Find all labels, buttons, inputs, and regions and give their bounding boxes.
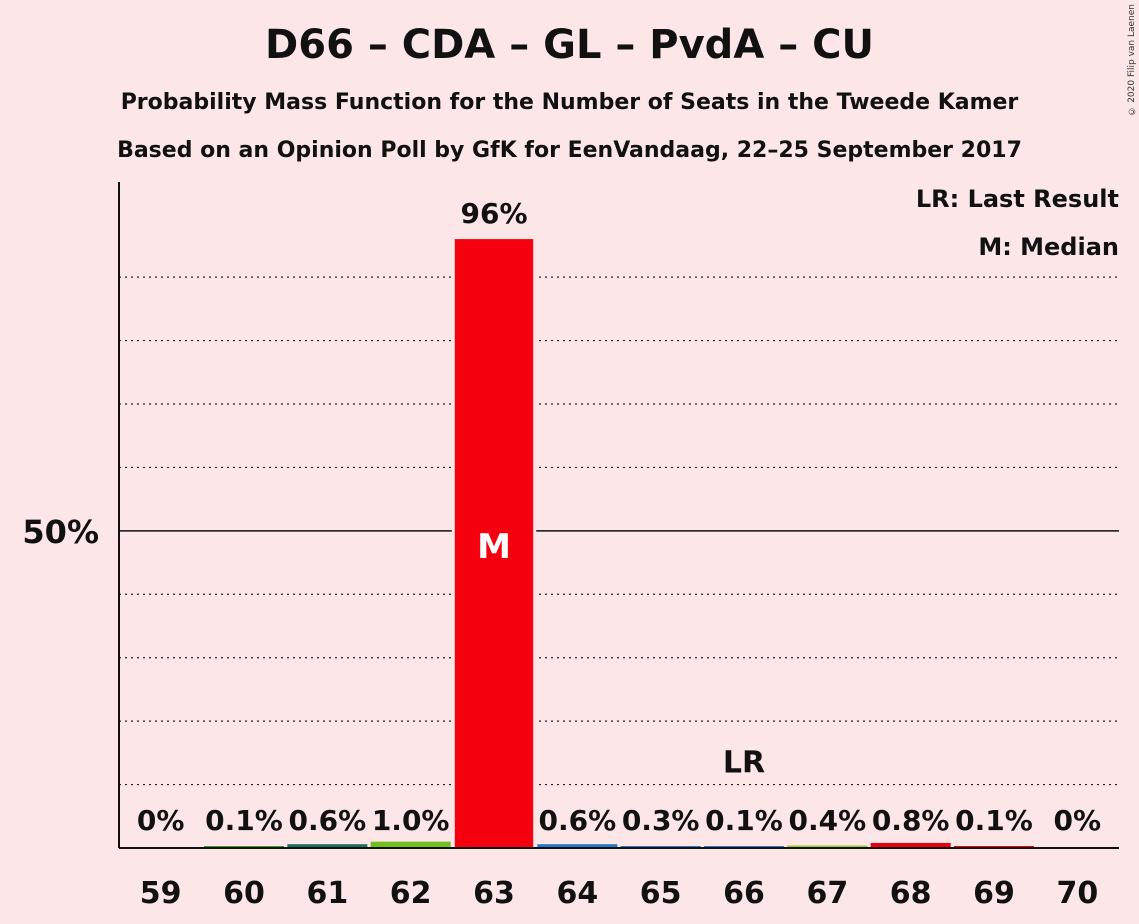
bar-63: [454, 239, 534, 849]
chart-subtitle: Probability Mass Function for the Number…: [120, 90, 1019, 115]
bar-value-label-66: 0.1%: [705, 804, 783, 837]
x-tick-label-68: 68: [890, 876, 932, 911]
x-tick-label-69: 69: [973, 876, 1015, 911]
x-tick-label-63: 63: [473, 876, 515, 911]
bar-value-label-63: 96%: [460, 197, 527, 230]
bar-value-label-68: 0.8%: [872, 804, 950, 837]
chart-subtitle-source: Based on an Opinion Poll by GfK for EenV…: [117, 138, 1022, 163]
bar-68: [870, 842, 951, 848]
bar-62: [370, 841, 451, 848]
bar-value-label-70: 0%: [1054, 804, 1102, 837]
bar-value-label-59: 0%: [137, 804, 185, 837]
chart-title: D66 – CDA – GL – PvdA – CU: [265, 22, 874, 68]
x-tick-label-61: 61: [306, 876, 348, 911]
x-tick-label-65: 65: [640, 876, 682, 911]
y-tick-label: 50%: [22, 513, 99, 551]
x-tick-label-67: 67: [806, 876, 848, 911]
last-result-marker: LR: [723, 746, 765, 781]
bar-61: [287, 844, 368, 848]
bar-value-label-64: 0.6%: [539, 804, 617, 837]
median-marker: M: [477, 527, 511, 567]
x-tick-label-66: 66: [723, 876, 765, 911]
bar-value-label-67: 0.4%: [789, 804, 867, 837]
x-tick-label-70: 70: [1056, 876, 1098, 911]
bar-value-label-61: 0.6%: [289, 804, 367, 837]
bar-value-label-69: 0.1%: [955, 804, 1033, 837]
legend-last-result: LR: Last Result: [915, 185, 1119, 213]
x-tick-label-59: 59: [140, 876, 182, 911]
bar-value-label-62: 1.0%: [372, 804, 450, 837]
bar-67: [787, 845, 868, 848]
bar-value-label-65: 0.3%: [622, 804, 700, 837]
bar-64: [537, 844, 618, 848]
x-tick-label-64: 64: [556, 876, 598, 911]
bar-value-label-60: 0.1%: [205, 804, 283, 837]
legend-median: M: Median: [978, 233, 1119, 261]
x-tick-label-60: 60: [223, 876, 265, 911]
x-tick-label-62: 62: [390, 876, 432, 911]
